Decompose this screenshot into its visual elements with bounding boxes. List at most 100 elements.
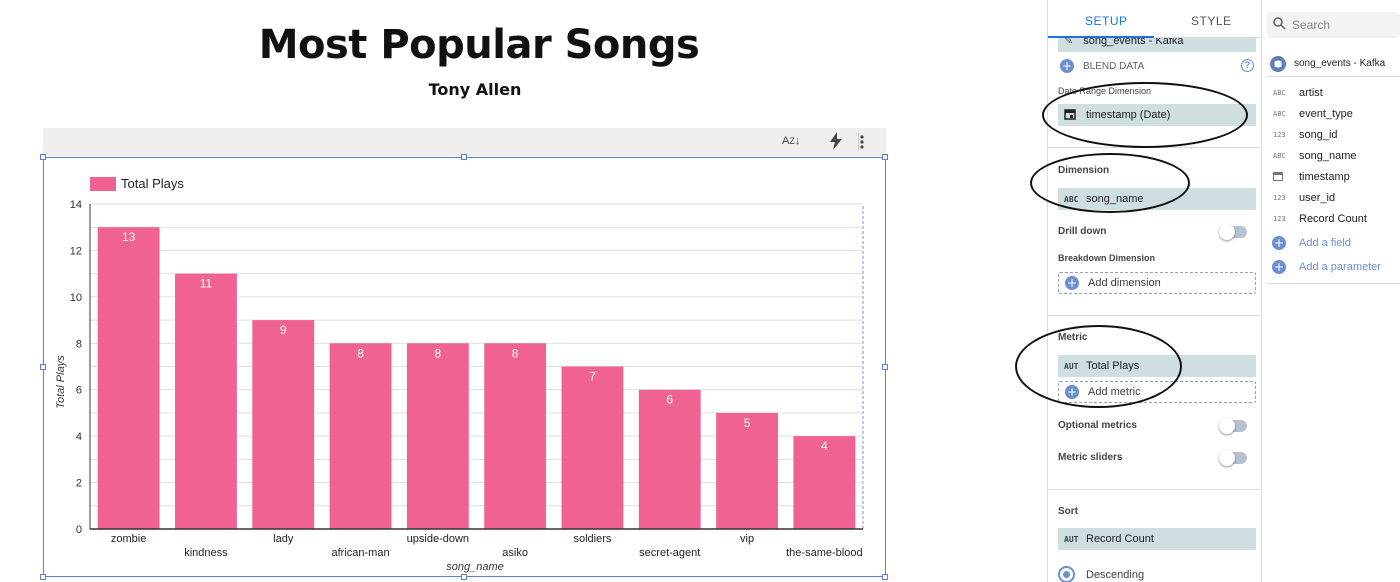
- bar: [252, 320, 315, 529]
- number-type-icon: 123: [1273, 215, 1286, 223]
- bar: [406, 343, 469, 529]
- y-tick-label: 4: [76, 431, 82, 443]
- sort-type-tag: AUT: [1064, 534, 1079, 544]
- breakdown-dimension-label: Breakdown Dimension: [1058, 253, 1156, 263]
- search-icon: [1273, 17, 1286, 35]
- resize-handle[interactable]: [40, 154, 46, 160]
- x-tick-label: the-same-blood: [786, 547, 862, 559]
- bar-value-label: 7: [589, 370, 596, 384]
- y-tick-label: 8: [76, 338, 82, 350]
- panel-border-right: [1261, 0, 1262, 582]
- bar-value-label: 8: [512, 346, 519, 360]
- calendar-icon: [1064, 108, 1076, 123]
- bar: [638, 389, 701, 529]
- section-divider: [1048, 147, 1260, 148]
- dimension-type-tag: ABC: [1064, 194, 1079, 204]
- field-item-artist[interactable]: ABC artist: [1273, 87, 1323, 99]
- tab-style[interactable]: STYLE: [1191, 14, 1232, 28]
- bar: [484, 343, 547, 529]
- calendar-icon: [1273, 171, 1299, 183]
- field-item-song-id[interactable]: 123 song_id: [1273, 129, 1338, 141]
- resize-handle[interactable]: [40, 364, 46, 370]
- x-tick-label: upside-down: [407, 533, 469, 545]
- resize-handle[interactable]: [461, 574, 467, 580]
- field-search-input[interactable]: Search: [1267, 12, 1400, 38]
- date-range-value: timestamp (Date): [1086, 109, 1171, 121]
- metric-label: Metric: [1058, 332, 1088, 343]
- bar: [175, 273, 237, 529]
- number-type-icon: 123: [1273, 131, 1286, 139]
- bar: [561, 366, 624, 529]
- resize-handle[interactable]: [461, 154, 467, 160]
- report-title: Most Popular Songs: [258, 22, 700, 68]
- y-axis-title: Total Plays: [55, 355, 67, 409]
- x-tick-label: lady: [273, 533, 294, 545]
- add-field-button[interactable]: + Add a field: [1272, 236, 1351, 250]
- tab-setup[interactable]: SETUP: [1085, 14, 1128, 28]
- data-source-header[interactable]: song_events - Kafka: [1267, 51, 1400, 77]
- resize-handle[interactable]: [882, 574, 888, 580]
- bar: [97, 227, 160, 529]
- metric-sliders-toggle[interactable]: [1219, 450, 1247, 466]
- sort-label: Sort: [1058, 506, 1078, 517]
- data-source-title: song_events - Kafka: [1294, 58, 1386, 69]
- data-source-chip[interactable]: ✎ song_events - Kafka: [1058, 38, 1256, 52]
- sort-chip[interactable]: AUT Record Count: [1058, 528, 1256, 550]
- report-subtitle: Tony Allen: [428, 80, 522, 99]
- drill-down-toggle[interactable]: [1219, 224, 1247, 240]
- blend-data-button[interactable]: + BLEND DATA: [1060, 59, 1145, 73]
- add-icon: +: [1272, 260, 1286, 274]
- add-parameter-button[interactable]: + Add a parameter: [1272, 260, 1381, 274]
- y-tick-label: 2: [76, 478, 82, 490]
- metric-value: Total Plays: [1086, 360, 1140, 372]
- x-tick-label: kindness: [184, 547, 228, 559]
- add-dimension-button[interactable]: + Add dimension: [1058, 272, 1256, 294]
- bar-value-label: 9: [280, 323, 287, 337]
- dimension-chip[interactable]: ABC song_name: [1058, 188, 1256, 210]
- dimension-label: Dimension: [1058, 165, 1110, 176]
- resize-handle[interactable]: [882, 364, 888, 370]
- fields-divider: [1267, 283, 1400, 284]
- bar: [716, 412, 778, 529]
- bar: [329, 343, 392, 529]
- add-metric-button[interactable]: + Add metric: [1058, 381, 1256, 403]
- section-divider: [1048, 489, 1260, 490]
- number-type-icon: 123: [1273, 194, 1286, 202]
- database-icon: [1270, 56, 1286, 72]
- data-source-name: song_events - Kafka: [1083, 38, 1184, 47]
- sort-az-icon[interactable]: AZ↓: [782, 135, 801, 147]
- resize-handle[interactable]: [40, 574, 46, 580]
- sort-value: Record Count: [1086, 533, 1154, 545]
- optional-metrics-toggle[interactable]: [1219, 418, 1247, 434]
- x-tick-label: soldiers: [573, 533, 611, 545]
- field-item-event-type[interactable]: ABC event_type: [1273, 108, 1353, 120]
- bar-value-label: 13: [122, 230, 136, 244]
- descending-radio[interactable]: [1058, 566, 1075, 582]
- bar-value-label: 4: [821, 439, 828, 453]
- metric-chip[interactable]: AUT Total Plays: [1058, 355, 1256, 377]
- resize-handle[interactable]: [882, 154, 888, 160]
- field-item-record-count[interactable]: 123 Record Count: [1273, 213, 1367, 225]
- field-item-timestamp[interactable]: timestamp: [1273, 169, 1350, 185]
- x-tick-label: zombie: [111, 533, 146, 545]
- add-icon: +: [1065, 385, 1079, 399]
- more-vert-icon[interactable]: [860, 132, 864, 152]
- bar-value-label: 8: [435, 346, 442, 360]
- field-item-song-name[interactable]: ABC song_name: [1273, 150, 1357, 162]
- x-tick-label: vip: [740, 533, 754, 545]
- field-item-user-id[interactable]: 123 user_id: [1273, 192, 1336, 204]
- add-icon: +: [1060, 59, 1074, 73]
- bar-value-label: 5: [744, 416, 751, 430]
- help-icon[interactable]: ?: [1241, 59, 1254, 72]
- x-tick-label: african-man: [332, 547, 390, 559]
- y-tick-label: 10: [70, 292, 82, 304]
- text-type-icon: ABC: [1273, 152, 1286, 160]
- add-icon: +: [1272, 236, 1286, 250]
- panel-tabs: SETUP STYLE: [1048, 0, 1260, 38]
- bar-value-label: 6: [666, 393, 673, 407]
- date-range-chip[interactable]: timestamp (Date): [1058, 104, 1256, 126]
- lightning-icon[interactable]: [829, 132, 843, 152]
- pencil-icon: ✎: [1064, 38, 1074, 47]
- toolbar-divider: [858, 133, 859, 151]
- drill-down-label: Drill down: [1058, 226, 1107, 237]
